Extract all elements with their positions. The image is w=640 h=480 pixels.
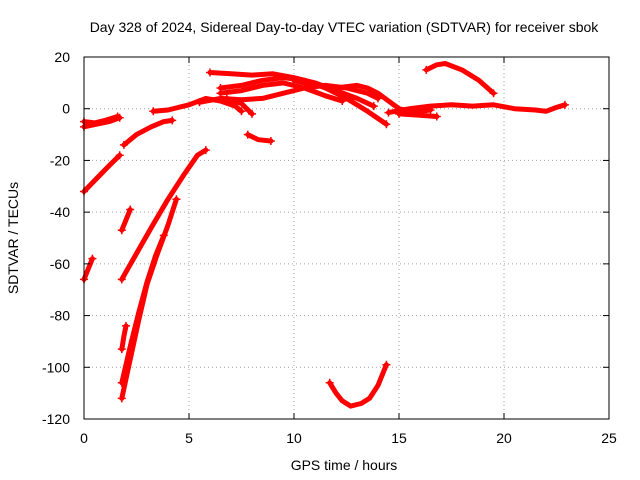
series-point-arc19 <box>560 100 569 109</box>
series-line-arc19 <box>386 102 568 116</box>
series-line-arc18 <box>291 77 433 114</box>
series-line-arc20 <box>396 111 440 119</box>
series-point-arc7 <box>117 275 126 284</box>
series-point-arc20 <box>395 109 403 118</box>
series-point-arc5 <box>126 205 135 214</box>
series-point-arc21 <box>422 65 431 74</box>
series-point-arc8 <box>117 394 126 403</box>
series-line-arc5 <box>119 207 133 233</box>
series-point-arc4 <box>88 254 97 263</box>
series-point-arc9 <box>117 378 126 387</box>
series-layer <box>80 61 569 409</box>
y-tick-label: -100 <box>42 359 70 375</box>
series-line-arc16 <box>224 95 255 117</box>
series-point-arc10 <box>119 140 128 149</box>
series-point-arc12 <box>195 98 204 107</box>
series-line-arc9 <box>119 232 167 386</box>
series-line-arc4 <box>81 256 95 282</box>
series-point-arc13 <box>369 102 378 111</box>
series-point-arc17 <box>243 130 252 139</box>
y-tick-label: -20 <box>50 152 70 168</box>
y-tick-label: 20 <box>54 49 70 65</box>
series-point-arc13 <box>206 68 214 77</box>
series-line-arc7 <box>119 147 209 282</box>
y-tick-label: -120 <box>42 411 70 427</box>
series-point-arc22 <box>382 360 391 369</box>
series-point-arc8 <box>172 195 181 204</box>
series-line-arc21 <box>423 61 496 96</box>
series-point-arc15 <box>338 96 347 105</box>
axis-ticks: 0 5 10 15 20 25 -120 -100 -80 -60 -40 -20 0 20 <box>42 49 617 446</box>
x-tick-label: 10 <box>286 430 302 446</box>
series-line-arc2 <box>81 115 123 130</box>
y-tick-label: 0 <box>62 101 70 117</box>
series-point-arc16 <box>248 109 256 118</box>
series-point-arc7 <box>201 146 210 155</box>
series-point-arc2 <box>115 113 124 122</box>
y-axis-label: SDTVAR / TECUs <box>5 182 21 294</box>
series-point-arc22 <box>325 378 334 387</box>
series-point-arc17 <box>266 137 275 146</box>
y-tick-label: -60 <box>50 256 70 272</box>
series-point-arc9 <box>159 231 168 240</box>
series-point-arc5 <box>117 226 126 235</box>
chart-title: Day 328 of 2024, Sidereal Day-to-day VTE… <box>90 19 600 35</box>
series-line-arc22 <box>327 362 389 409</box>
plot-frame <box>83 56 610 420</box>
x-axis-label: GPS time / hours <box>291 457 398 473</box>
x-tick-label: 0 <box>80 430 88 446</box>
series-point-arc3 <box>115 151 124 160</box>
series-point-arc14 <box>382 120 391 129</box>
x-tick-label: 5 <box>185 430 193 446</box>
series-point-arc6 <box>122 321 130 330</box>
series-line-arc17 <box>245 132 274 144</box>
y-tick-label: -40 <box>50 204 70 220</box>
series-line-arc15 <box>218 80 345 104</box>
series-point-arc15 <box>216 89 225 98</box>
x-tick-label: 25 <box>601 430 617 446</box>
series-point-arc10 <box>168 116 177 125</box>
series-point-arc21 <box>489 89 498 98</box>
y-tick-label: -80 <box>50 308 70 324</box>
series-point-arc20 <box>432 112 441 121</box>
series-point-arc11 <box>149 107 158 116</box>
series-point-arc19 <box>384 108 393 117</box>
series-point-arc6 <box>117 345 126 354</box>
series-line-arc11 <box>150 95 244 114</box>
series-line-arc10 <box>121 117 175 148</box>
series-point-arc11 <box>237 107 246 116</box>
series-line-arc3 <box>81 152 123 194</box>
x-tick-label: 20 <box>496 430 512 446</box>
x-tick-label: 15 <box>391 430 407 446</box>
series-point-arc16 <box>222 94 231 103</box>
series-point-arc18 <box>290 76 298 85</box>
